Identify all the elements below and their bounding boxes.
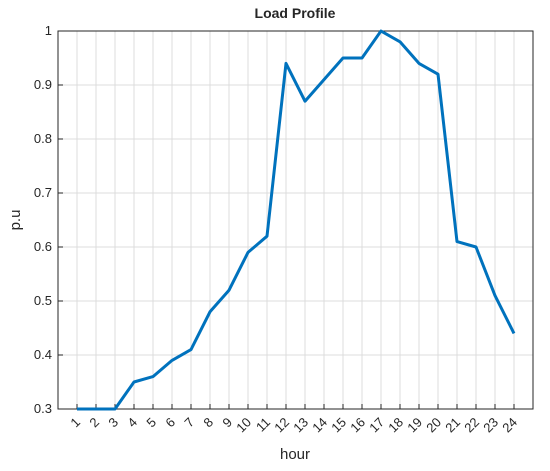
y-tick-label: 0.4 xyxy=(34,347,52,362)
y-tick-label: 0.8 xyxy=(34,131,52,146)
y-axis-label: p.u xyxy=(7,210,24,231)
y-tick-label: 0.5 xyxy=(34,293,52,308)
chart-title: Load Profile xyxy=(255,5,336,21)
y-tick-label: 0.9 xyxy=(34,77,52,92)
y-tick-label: 0.3 xyxy=(34,401,52,416)
y-tick-label: 1 xyxy=(45,23,52,38)
y-tick-label: 0.7 xyxy=(34,185,52,200)
x-axis-label: hour xyxy=(280,446,310,463)
plot-frame xyxy=(57,30,534,410)
y-tick-label: 0.6 xyxy=(34,239,52,254)
data-line xyxy=(77,29,516,411)
